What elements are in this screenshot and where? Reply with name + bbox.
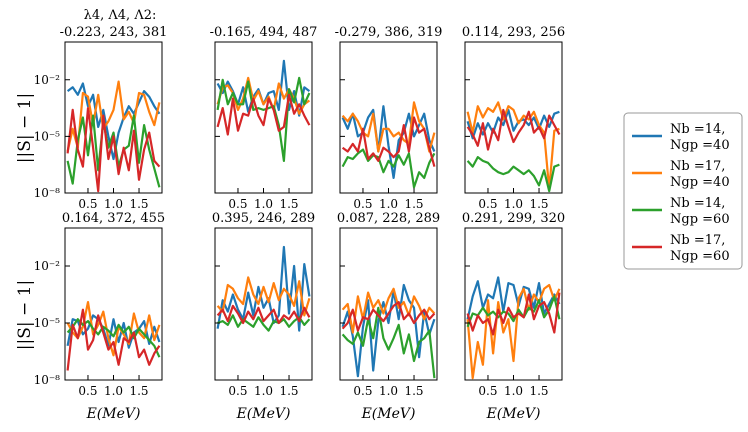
xtick-label: 1.5 [279,384,298,398]
series-nb-14-ngp-40 [341,105,436,179]
xtick-label: 0.5 [228,197,247,211]
series-nb-14-ngp-60 [466,156,560,193]
xtick-label: 1.0 [379,384,398,398]
panel-7: 0.5 1.0 1.5 0.087, 228, 289 E(MeV) [337,211,440,422]
xtick-label: 1.5 [404,197,423,211]
xtick-label: 1.5 [404,384,423,398]
xtick-label: 1.0 [104,197,123,211]
xtick-label: 0.5 [228,384,247,398]
xtick-label: 0.5 [478,384,497,398]
series-nb-17-ngp-60 [466,108,561,151]
series-nb-14-ngp-60 [341,306,436,379]
param-label: λ4, Λ4, Λ2: [84,8,157,23]
series-nb-17-ngp-40 [466,101,560,191]
xtick-label: 1.5 [129,384,148,398]
xtick-label: 1.5 [129,197,148,211]
series-nb-17-ngp-60 [66,106,161,193]
series-nb-17-ngp-60 [216,93,311,136]
legend-line2: Ngp =40 [670,138,730,153]
legend-line1: Nb =17, [670,159,725,174]
xlabel: E(MeV) [486,406,541,422]
ytick-label: 10⁻⁸ [34,373,61,387]
series-nb-14-ngp-40 [466,108,560,140]
ytick-label: 10⁻² [34,259,61,273]
series-nb-14-ngp-60 [66,318,161,358]
series-nb-17-ngp-60 [66,308,161,371]
series-nb-14-ngp-40 [66,82,161,161]
series-nb-17-ngp-40 [66,80,161,152]
ytick-label: 10⁻² [34,73,61,87]
xtick-label: 1.0 [504,384,523,398]
series-nb-14-ngp-60 [66,114,161,188]
legend-line2: Ngp =40 [670,175,730,190]
ytick-label: 10⁻⁵ [34,316,61,330]
xtick-label: 1.5 [279,197,298,211]
panel-title: -0.165, 494, 487 [210,25,318,40]
series-nb-17-ngp-60 [466,292,561,336]
panel-8: 0.5 1.0 1.5 0.291, 299, 320 E(MeV) [462,211,565,422]
series-nb-14-ngp-40 [216,245,311,332]
legend-box [623,112,743,270]
series-nb-14-ngp-60 [217,314,311,332]
series-nb-17-ngp-40 [216,276,311,317]
xtick-label: 1.5 [529,197,548,211]
ylabel-bottom: ||S| − 1| [15,280,35,350]
panel-title: -0.279, 386, 319 [335,25,443,40]
xtick-label: 1.0 [504,197,523,211]
legend-entry: Nb =14,Ngp =40 [632,122,730,153]
ytick-label: 10⁻⁵ [34,129,61,143]
series-nb-14-ngp-60 [341,148,436,189]
legend-line2: Ngp =60 [670,249,730,264]
panel-title: 0.164, 372, 455 [62,211,165,226]
panel-5: 10⁻⁸ 10⁻⁵ 10⁻² 0.5 1.0 1.5 0.164, 372, 455 E(Me… [34,211,166,422]
panel-title: 0.291, 299, 320 [462,211,565,226]
panel-6: 0.5 1.0 1.5 0.395, 246, 289 E(MeV) [212,211,315,422]
panel-title: -0.223, 243, 381 [60,25,168,40]
legend-line2: Ngp =60 [670,212,730,227]
series-nb-17-ngp-40 [66,301,161,357]
panel-4: 0.5 1.0 1.5 0.114, 293, 256 [462,25,565,211]
panel-3: 0.5 1.0 1.5 -0.279, 386, 319 [335,25,443,211]
legend-line1: Nb =17, [670,233,725,248]
legend-entry: Nb =14,Ngp =60 [632,196,730,227]
series-nb-14-ngp-40 [466,276,561,320]
panel-2: 0.5 1.0 1.5 -0.165, 494, 487 [210,25,318,211]
legend-entry: Nb =17,Ngp =60 [632,233,730,264]
series-nb-17-ngp-60 [341,116,436,167]
series-nb-17-ngp-40 [341,287,436,334]
series-nb-17-ngp-40 [341,101,436,153]
panel-1: 10⁻⁸ 10⁻⁵ 10⁻² 0.5 1.0 1.5 -0.223, 243, 381 [34,25,168,211]
ylabel-top: ||S| − 1| [15,93,35,163]
xtick-label: 1.0 [254,197,273,211]
legend-line1: Nb =14, [670,122,725,137]
series-nb-14-ngp-40 [341,283,436,378]
series-nb-17-ngp-60 [216,304,311,325]
legend-entry: Nb =17,Ngp =40 [632,159,730,190]
xlabel: E(MeV) [86,406,141,422]
panel-title: 0.087, 228, 289 [337,211,440,226]
xtick-label: 1.5 [529,384,548,398]
xlabel: E(MeV) [236,406,291,422]
xtick-label: 0.5 [353,197,372,211]
panel-title: 0.114, 293, 256 [462,25,565,40]
xlabel: E(MeV) [361,406,416,422]
panel-title: 0.395, 246, 289 [212,211,315,226]
series-nb-14-ngp-60 [466,295,561,328]
series-nb-17-ngp-60 [341,301,436,332]
series-nb-14-ngp-60 [216,76,311,162]
series-nb-17-ngp-40 [466,283,561,380]
xtick-label: 0.5 [478,197,497,211]
legend-line1: Nb =14, [670,196,725,211]
xtick-label: 0.5 [353,384,372,398]
xtick-label: 1.0 [379,197,398,211]
xtick-label: 0.5 [78,197,97,211]
ytick-label: 10⁻⁸ [34,186,61,200]
xtick-label: 1.0 [104,384,123,398]
xtick-label: 1.0 [254,384,273,398]
xtick-label: 0.5 [78,384,97,398]
series-nb-14-ngp-40 [66,314,161,349]
